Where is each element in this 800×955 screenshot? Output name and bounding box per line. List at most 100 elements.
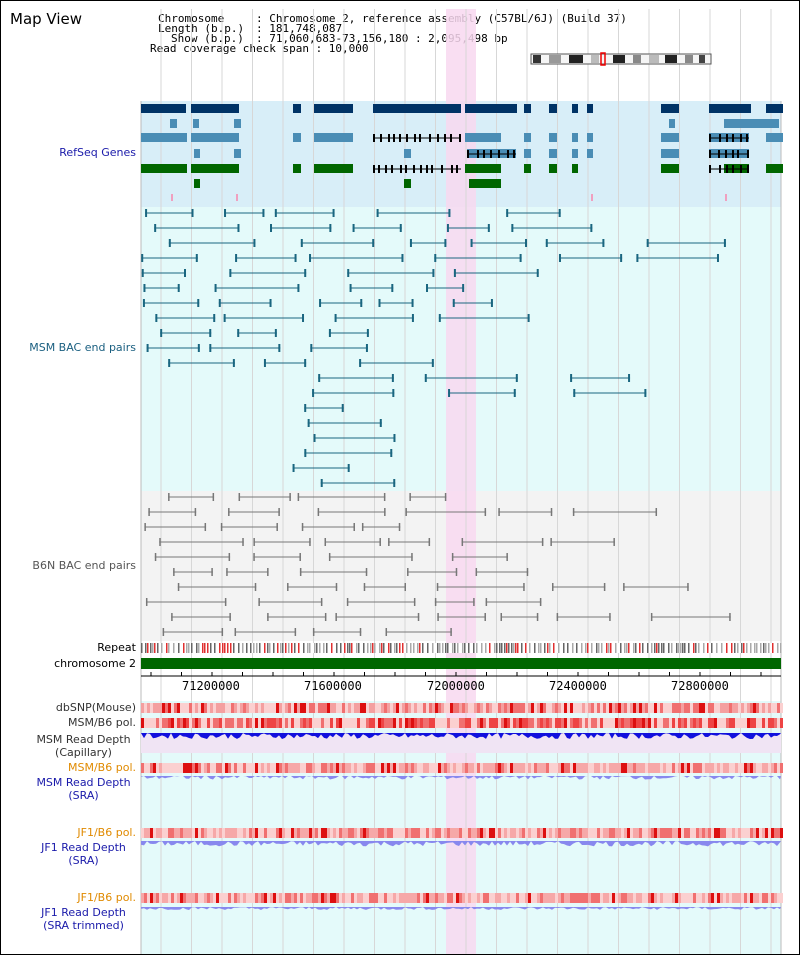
pol-strip xyxy=(510,893,513,903)
pol-strip xyxy=(504,893,507,903)
pol-strip xyxy=(243,718,246,728)
msm-bac-end xyxy=(390,449,393,457)
dbsnp-strip xyxy=(765,703,768,713)
pol-strip xyxy=(639,893,642,903)
repeat-element xyxy=(481,643,483,653)
repeat-element xyxy=(309,643,311,653)
repeat-element xyxy=(707,643,709,653)
pol-strip xyxy=(306,718,309,728)
b6n-bac-end xyxy=(650,613,653,621)
pol-strip xyxy=(342,828,345,838)
dbsnp-strip xyxy=(705,703,708,713)
dbsnp-strip xyxy=(342,703,345,713)
dbsnp-strip xyxy=(141,703,144,713)
dbsnp-strip xyxy=(561,703,564,713)
repeat-element xyxy=(496,643,498,653)
repeat-element xyxy=(624,643,626,653)
pol-strip xyxy=(438,828,441,838)
pol-strip xyxy=(429,893,432,903)
dbsnp-strip xyxy=(261,703,264,713)
pol-strip xyxy=(339,828,342,838)
msm-bac-end xyxy=(379,419,382,427)
gene-exon xyxy=(507,150,509,158)
pol-strip xyxy=(777,718,780,728)
pol-strip xyxy=(663,893,666,903)
dbsnp-strip xyxy=(471,703,474,713)
b6n-bac-end xyxy=(346,598,349,606)
pol-strip xyxy=(393,718,396,728)
pol-strip xyxy=(477,893,480,903)
gene-exon xyxy=(413,165,415,173)
dbsnp-strip xyxy=(267,703,270,713)
repeat-element xyxy=(485,643,487,653)
pol-strip xyxy=(771,763,774,773)
pol-strip xyxy=(540,718,543,728)
repeat-element xyxy=(628,643,630,653)
dbsnp-strip xyxy=(750,703,753,713)
msm-bac-end xyxy=(573,389,576,397)
pol-strip xyxy=(165,828,168,838)
msm-bac-end xyxy=(304,449,307,457)
repeat-element xyxy=(273,643,275,653)
msm-bac-end xyxy=(278,344,281,352)
repeat-element xyxy=(233,643,235,653)
pol-strip xyxy=(372,718,375,728)
pol-strip xyxy=(555,828,558,838)
pol-strip xyxy=(723,828,726,838)
pol-strip xyxy=(318,763,321,773)
dbsnp-strip xyxy=(222,703,225,713)
b6n-bac-end xyxy=(444,493,447,501)
dbsnp-strip xyxy=(726,703,729,713)
repeat-element xyxy=(626,643,628,653)
msm-bac-end xyxy=(620,254,623,262)
dbsnp-strip xyxy=(156,703,159,713)
pol-strip xyxy=(717,718,720,728)
repeat-element xyxy=(207,643,209,653)
gene-exon xyxy=(388,134,390,142)
pol-strip xyxy=(354,828,357,838)
pol-strip xyxy=(771,893,774,903)
pol-strip xyxy=(255,763,258,773)
pol-strip xyxy=(378,763,381,773)
msm-bac-end xyxy=(262,209,265,217)
pol-strip xyxy=(504,828,507,838)
dbsnp-strip xyxy=(630,703,633,713)
repeat-element xyxy=(367,643,369,653)
repeat-element xyxy=(540,643,542,653)
pol-strip xyxy=(309,718,312,728)
pol-strip xyxy=(588,893,591,903)
dbsnp-strip xyxy=(402,703,405,713)
pol-strip xyxy=(384,763,387,773)
dbsnp-strip xyxy=(405,703,408,713)
repeat-element xyxy=(639,643,641,653)
dbsnp-strip xyxy=(516,703,519,713)
pol-strip xyxy=(357,763,360,773)
pol-strip xyxy=(666,718,669,728)
pol-strip xyxy=(162,828,165,838)
b6n-bac-end xyxy=(226,568,228,576)
gene-exon xyxy=(709,165,711,173)
dbsnp-strip xyxy=(249,703,252,713)
pol-strip xyxy=(237,718,240,728)
pol-strip xyxy=(720,718,723,728)
pol-strip xyxy=(573,893,576,903)
pol-strip xyxy=(426,763,429,773)
repeat-element xyxy=(684,643,686,653)
pol-strip xyxy=(618,718,621,728)
b6n-bac-end xyxy=(556,613,559,621)
pol-strip xyxy=(534,893,537,903)
pol-strip xyxy=(660,893,663,903)
pol-strip xyxy=(468,763,471,773)
pol-strip xyxy=(315,828,318,838)
msm-bac-end xyxy=(432,269,435,277)
pol-strip xyxy=(387,893,390,903)
pol-strip xyxy=(654,763,657,773)
msm-bac-end xyxy=(424,374,427,382)
dbsnp-strip xyxy=(699,703,702,713)
pol-strip xyxy=(432,763,435,773)
dbsnp-strip xyxy=(714,703,717,713)
pol-strip xyxy=(597,718,600,728)
dbsnp-strip xyxy=(762,703,765,713)
msm-bac-end xyxy=(195,254,198,262)
